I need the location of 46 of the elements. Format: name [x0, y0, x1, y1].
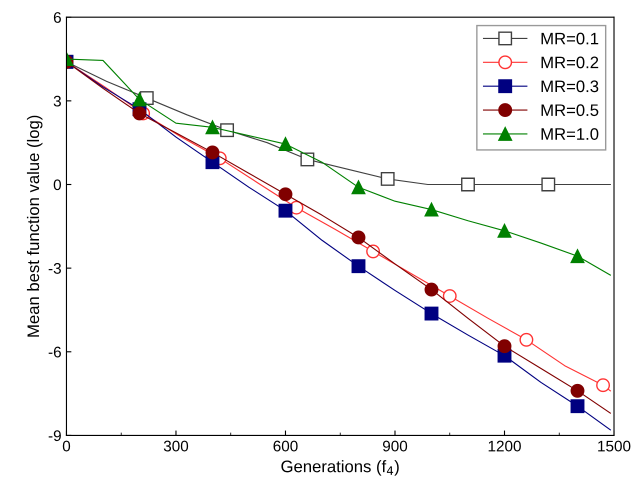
- legend-label: MR=0.2: [542, 56, 598, 68]
- x-tick-label: 0: [62, 440, 70, 452]
- point: [206, 145, 220, 160]
- point: [278, 137, 292, 152]
- y-axis-title: Mean best function value (log): [26, 116, 42, 337]
- point: [424, 306, 438, 321]
- point: [541, 178, 556, 192]
- point: [461, 178, 475, 192]
- y-tick-label: -3: [48, 263, 61, 274]
- point: [352, 259, 366, 274]
- y-tick-label: -6: [48, 346, 61, 358]
- legend-label: MR=0.1: [542, 32, 598, 44]
- point: [220, 123, 234, 138]
- point: [352, 230, 366, 244]
- point: [442, 289, 457, 303]
- point: [498, 224, 512, 238]
- legend-label: MR=0.5: [542, 104, 598, 116]
- point: [278, 204, 292, 218]
- y-tick-label: -9: [48, 430, 61, 442]
- y-tick-label: 6: [54, 12, 61, 23]
- point: [352, 180, 366, 194]
- point: [424, 282, 438, 297]
- point: [206, 120, 220, 134]
- y-tick-label: 0: [54, 179, 62, 190]
- point: [596, 378, 610, 392]
- point: [366, 244, 380, 258]
- point: [498, 339, 512, 354]
- legend-label: MR=0.3: [542, 80, 598, 92]
- point: [132, 106, 146, 120]
- point: [570, 249, 584, 264]
- x-tick-label: 1500: [598, 440, 630, 452]
- y-tick-label: 3: [54, 96, 61, 107]
- point: [278, 187, 292, 202]
- point: [300, 152, 314, 166]
- point: [424, 202, 438, 217]
- point: [570, 399, 584, 414]
- x-tick-label: 600: [274, 440, 298, 452]
- x-tick-label: 1200: [488, 440, 521, 452]
- point: [132, 92, 146, 106]
- point: [570, 384, 584, 398]
- point: [380, 172, 395, 186]
- x-tick-label: 300: [164, 440, 188, 452]
- point: [519, 332, 534, 347]
- legend-label: MR=1.0: [542, 128, 598, 140]
- x-tick-label: 900: [382, 440, 408, 452]
- x-axis-title: Generations (f$_{4}$): [281, 460, 399, 476]
